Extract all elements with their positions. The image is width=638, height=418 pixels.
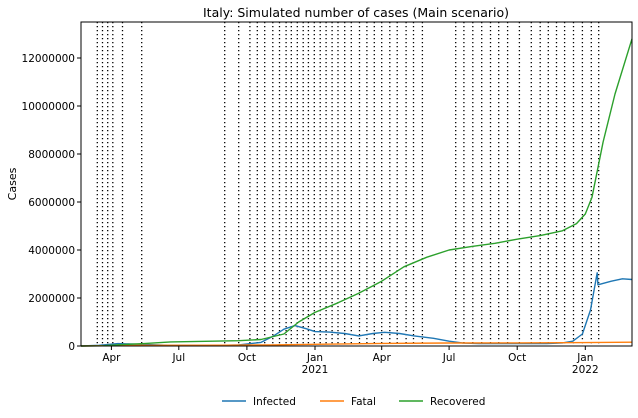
y-tick-label-1: 2000000 (28, 293, 75, 305)
x-tick-label-6: Oct (508, 352, 526, 364)
y-tick-label-3: 6000000 (28, 197, 75, 209)
y-tick-label-5: 10000000 (22, 101, 75, 113)
x-tick-label-3: Jan (306, 352, 323, 364)
legend-label-recovered: Recovered (430, 396, 485, 408)
legend-label-fatal: Fatal (351, 396, 376, 408)
x-tick-label-7: Jan (576, 352, 593, 364)
plot-frame (80, 21, 633, 347)
y-tick-label-6: 12000000 (22, 53, 75, 65)
series-line-fatal (80, 341, 633, 347)
y-tick-label-2: 4000000 (28, 245, 75, 257)
y-axis-label: Cases (6, 167, 19, 200)
legend-label-infected: Infected (253, 396, 296, 408)
legend: Infected Fatal Recovered (222, 396, 485, 408)
series-layer (80, 38, 633, 347)
chart-title: Italy: Simulated number of cases (Main s… (203, 5, 509, 20)
y-axis: 0 2000000 4000000 6000000 8000000 10000000 120… (22, 53, 81, 353)
x-tick-year-label-7: 2022 (572, 364, 599, 376)
y-tick-label-4: 8000000 (28, 149, 75, 161)
y-tick-label-0: 0 (68, 341, 75, 353)
x-tick-label-5: Jul (442, 352, 456, 364)
x-tick-year-label-3: 2021 (302, 364, 329, 376)
x-tick-label-0: Apr (102, 352, 121, 364)
series-line-recovered (80, 38, 633, 347)
x-tick-label-1: Jul (171, 352, 185, 364)
x-tick-label-2: Oct (238, 352, 256, 364)
x-tick-label-4: Apr (373, 352, 392, 364)
